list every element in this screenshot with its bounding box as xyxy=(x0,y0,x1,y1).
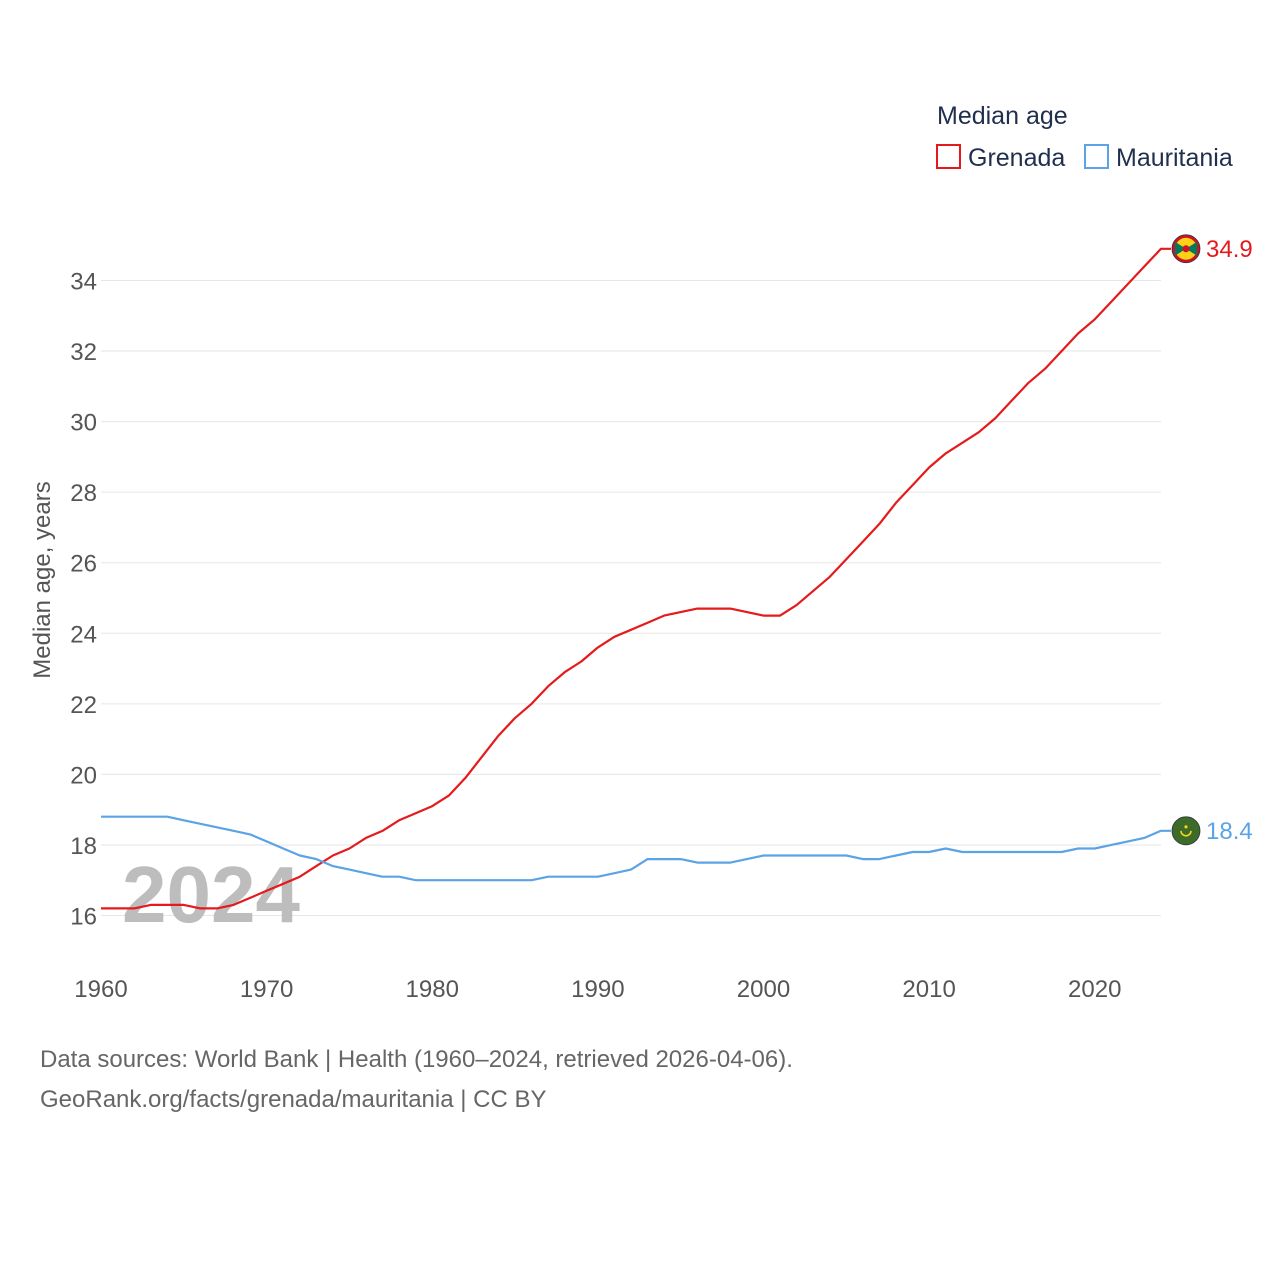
end-value-label-grenada: 34.9 xyxy=(1206,236,1253,263)
legend: Median age Grenada Mauritania xyxy=(936,102,1233,172)
x-tick-label: 2010 xyxy=(902,976,955,1003)
y-tick-label: 20 xyxy=(70,762,97,789)
x-tick-label: 2000 xyxy=(737,976,790,1003)
attribution-note: GeoRank.org/facts/grenada/mauritania | C… xyxy=(40,1086,547,1113)
series-lines xyxy=(101,247,1171,910)
legend-title: Median age xyxy=(937,102,1068,130)
y-tick-label: 22 xyxy=(70,692,97,719)
series-end-markers: 34.9 18.4 xyxy=(1171,234,1253,846)
y-tick-label: 32 xyxy=(70,339,97,366)
y-tick-label: 26 xyxy=(70,551,97,578)
mauritania-flag-icon xyxy=(1171,816,1201,846)
y-tick-label: 34 xyxy=(70,269,97,296)
legend-label-mauritania[interactable]: Mauritania xyxy=(1116,144,1233,172)
footer: Data sources: World Bank | Health (1960–… xyxy=(40,1040,793,1120)
y-tick-label: 28 xyxy=(70,480,97,507)
y-tick-label: 16 xyxy=(70,904,97,931)
y-axis-title: Median age, years xyxy=(29,481,56,678)
grenada-flag-icon xyxy=(1171,234,1201,264)
year-watermark: 2024 xyxy=(122,850,300,939)
x-axis-ticks: 1960 1970 1980 1990 2000 2010 2020 xyxy=(74,976,1121,1003)
legend-swatch-mauritania[interactable] xyxy=(1084,144,1109,169)
series-line-grenada[interactable] xyxy=(101,247,1171,910)
y-tick-label: 30 xyxy=(70,410,97,437)
x-tick-label: 2020 xyxy=(1068,976,1121,1003)
y-tick-label: 24 xyxy=(70,621,97,648)
x-tick-label: 1980 xyxy=(406,976,459,1003)
series-line-mauritania[interactable] xyxy=(101,815,1171,882)
legend-swatch-grenada[interactable] xyxy=(936,144,961,169)
x-tick-label: 1990 xyxy=(571,976,624,1003)
data-sources-note: Data sources: World Bank | Health (1960–… xyxy=(40,1046,793,1073)
x-tick-label: 1970 xyxy=(240,976,293,1003)
y-axis-ticks: 16 18 20 22 24 26 28 30 32 34 xyxy=(70,269,97,931)
legend-label-grenada[interactable]: Grenada xyxy=(968,144,1065,172)
line-chart: 16 18 20 22 24 26 28 30 32 34 1960 1970 1980 1990 200… xyxy=(29,102,1253,1003)
end-value-label-mauritania: 18.4 xyxy=(1206,818,1253,845)
y-tick-label: 18 xyxy=(70,833,97,860)
gridlines xyxy=(101,280,1161,916)
x-tick-label: 1960 xyxy=(74,976,127,1003)
